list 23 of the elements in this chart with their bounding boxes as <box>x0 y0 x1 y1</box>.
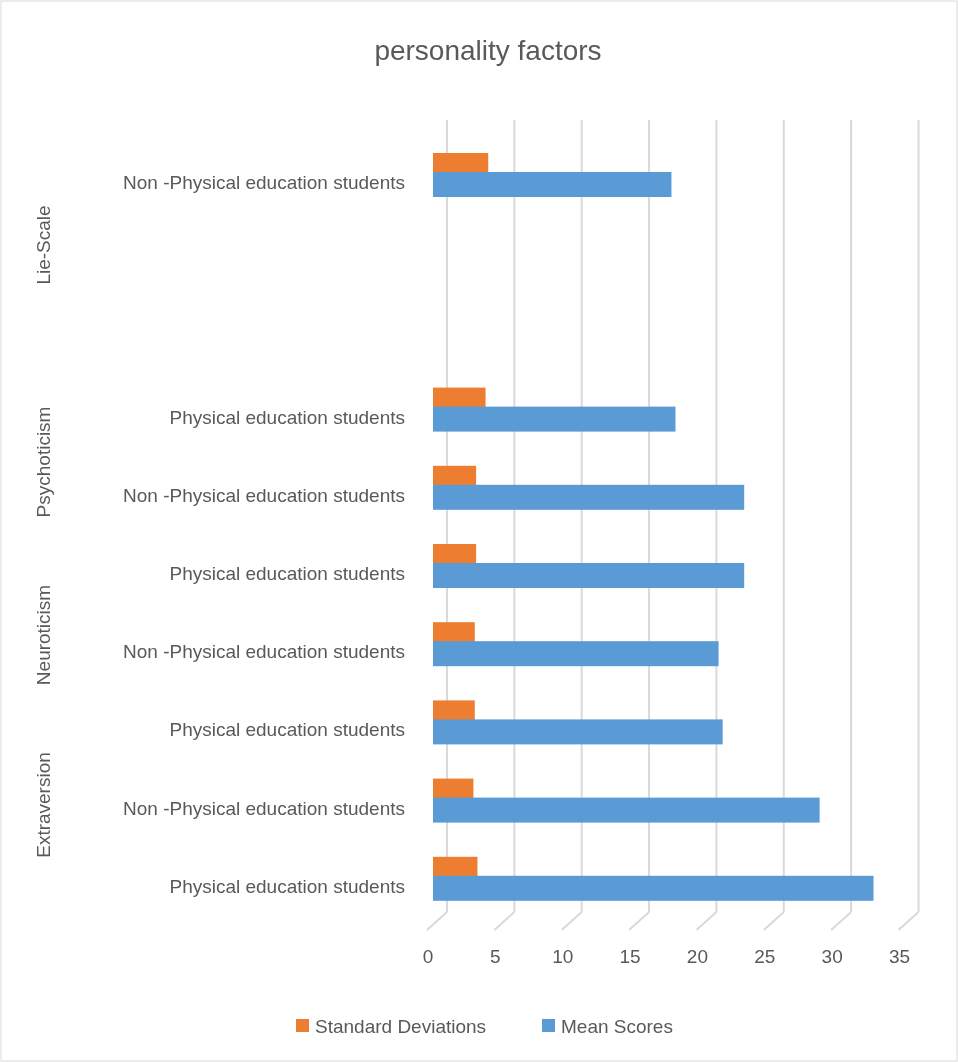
x-tick-label: 0 <box>422 946 434 967</box>
text: Lie-Scale <box>33 205 54 285</box>
text: Neuroticism <box>33 584 54 686</box>
x-tick-label: 35 <box>888 946 911 967</box>
legend-label: Mean Scores <box>561 1016 673 1037</box>
x-tick-label: 10 <box>552 946 574 967</box>
y-tick-label: Physical education students <box>169 875 405 897</box>
x-tick-label: 20 <box>686 946 708 967</box>
x-tick-label: 15 <box>619 946 641 967</box>
text: Psychoticism <box>33 406 54 518</box>
x-tick-label: 5 <box>490 946 501 967</box>
y-tick-label: Non -Physical education students <box>123 172 405 193</box>
x-tick-label: 30 <box>821 946 843 967</box>
text: Extraversion <box>33 752 54 858</box>
x-tick-label: 25 <box>754 946 776 967</box>
y-tick-label: Non -Physical education students <box>123 641 405 663</box>
chart-title: personality factors <box>374 35 602 66</box>
y-tick-label: Physical education students <box>169 563 405 584</box>
y-tick-label: Non -Physical education students <box>123 484 405 506</box>
y-tick-label: Physical education students <box>169 719 405 741</box>
y-tick-label: Non -Physical education students <box>123 797 405 819</box>
y-tick-label: Physical education students <box>169 406 405 428</box>
legend-label: Standard Deviations <box>315 1016 487 1037</box>
